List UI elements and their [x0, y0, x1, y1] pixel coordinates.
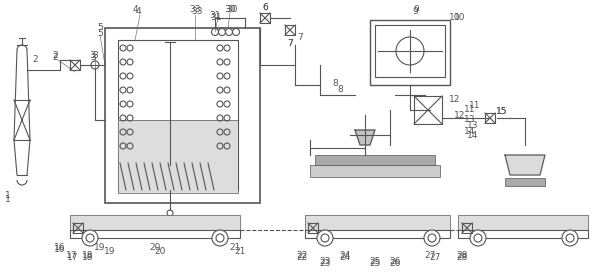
Text: 9: 9 [413, 5, 419, 14]
Text: 7: 7 [287, 39, 293, 48]
Text: 21: 21 [230, 243, 240, 252]
Bar [260, 13, 270, 23]
Text: 22: 22 [296, 251, 308, 259]
Text: 25: 25 [369, 258, 380, 267]
Text: 17: 17 [66, 251, 78, 259]
Circle shape [562, 230, 578, 246]
Text: 14: 14 [468, 131, 478, 140]
Text: 6: 6 [262, 4, 268, 13]
Text: 16: 16 [54, 243, 66, 252]
Text: 27: 27 [429, 254, 441, 262]
Bar [308, 223, 318, 233]
Text: 19: 19 [104, 248, 116, 256]
Text: 23: 23 [319, 259, 331, 268]
Circle shape [317, 230, 333, 246]
Text: 17: 17 [67, 254, 79, 262]
Bar [462, 223, 472, 233]
Text: 8: 8 [332, 79, 338, 88]
Text: 15: 15 [496, 107, 508, 116]
Text: 2: 2 [32, 55, 38, 64]
Bar [305, 215, 450, 230]
Text: 33: 33 [189, 5, 201, 14]
Text: 5: 5 [97, 23, 103, 32]
Text: 6: 6 [262, 4, 268, 13]
Circle shape [470, 230, 486, 246]
Text: 10: 10 [450, 14, 461, 23]
Text: 1: 1 [5, 196, 11, 205]
Bar [505, 178, 545, 186]
Text: 18: 18 [82, 251, 94, 259]
Text: 25: 25 [369, 259, 380, 268]
Bar [375, 25, 445, 77]
Text: 28: 28 [456, 251, 468, 259]
Bar [118, 120, 238, 193]
Text: 21: 21 [234, 248, 246, 256]
Bar [285, 25, 295, 35]
Text: 31: 31 [209, 11, 221, 20]
Text: 4: 4 [135, 8, 141, 17]
Bar [73, 223, 83, 233]
Text: 20: 20 [149, 243, 160, 252]
Bar [118, 40, 238, 190]
Text: 26: 26 [389, 258, 401, 267]
Text: 26: 26 [389, 259, 401, 268]
Bar [485, 113, 495, 123]
Text: 10: 10 [454, 13, 466, 21]
Text: 5: 5 [97, 29, 103, 38]
Polygon shape [355, 130, 375, 145]
Text: 12: 12 [454, 112, 466, 120]
Bar [370, 20, 450, 85]
Text: 19: 19 [94, 243, 106, 252]
Bar [315, 155, 435, 165]
Text: 13: 13 [467, 120, 479, 129]
Text: 33: 33 [191, 8, 203, 17]
Text: 31: 31 [210, 13, 222, 21]
Text: 30: 30 [226, 5, 238, 14]
Circle shape [212, 230, 228, 246]
Text: 9: 9 [412, 8, 418, 17]
Text: 15: 15 [496, 107, 508, 116]
Polygon shape [505, 155, 545, 175]
Text: 3: 3 [89, 51, 95, 60]
Bar [305, 230, 450, 238]
Bar [310, 165, 440, 177]
Bar [118, 120, 238, 193]
Text: 24: 24 [340, 254, 350, 262]
Text: 20: 20 [154, 248, 166, 256]
Text: 22: 22 [296, 254, 308, 262]
Text: 4: 4 [132, 5, 138, 14]
Text: 12: 12 [450, 95, 461, 104]
Text: 2: 2 [52, 54, 58, 63]
Text: 1: 1 [5, 190, 11, 199]
Text: 11: 11 [464, 106, 476, 115]
Text: 7: 7 [297, 33, 303, 42]
Text: 13: 13 [464, 116, 476, 125]
Circle shape [424, 230, 440, 246]
Text: 16: 16 [54, 246, 66, 255]
Circle shape [82, 230, 98, 246]
Text: 14: 14 [465, 128, 475, 137]
Bar [414, 96, 442, 124]
Text: 24: 24 [340, 251, 350, 259]
Bar [70, 60, 80, 70]
Text: 2: 2 [52, 51, 58, 60]
Bar [70, 230, 240, 238]
Text: 3: 3 [92, 51, 98, 60]
Bar [70, 215, 240, 230]
Text: 11: 11 [469, 100, 481, 110]
Text: 7: 7 [287, 39, 293, 48]
Text: 30: 30 [224, 5, 236, 14]
Bar [458, 215, 588, 230]
Text: 3: 3 [90, 52, 96, 61]
Text: 27: 27 [424, 251, 436, 259]
Text: 8: 8 [337, 85, 343, 94]
Bar [458, 230, 588, 238]
Text: 28: 28 [456, 254, 468, 262]
Text: 18: 18 [82, 254, 94, 262]
Text: 23: 23 [319, 258, 331, 267]
Bar [105, 28, 260, 203]
